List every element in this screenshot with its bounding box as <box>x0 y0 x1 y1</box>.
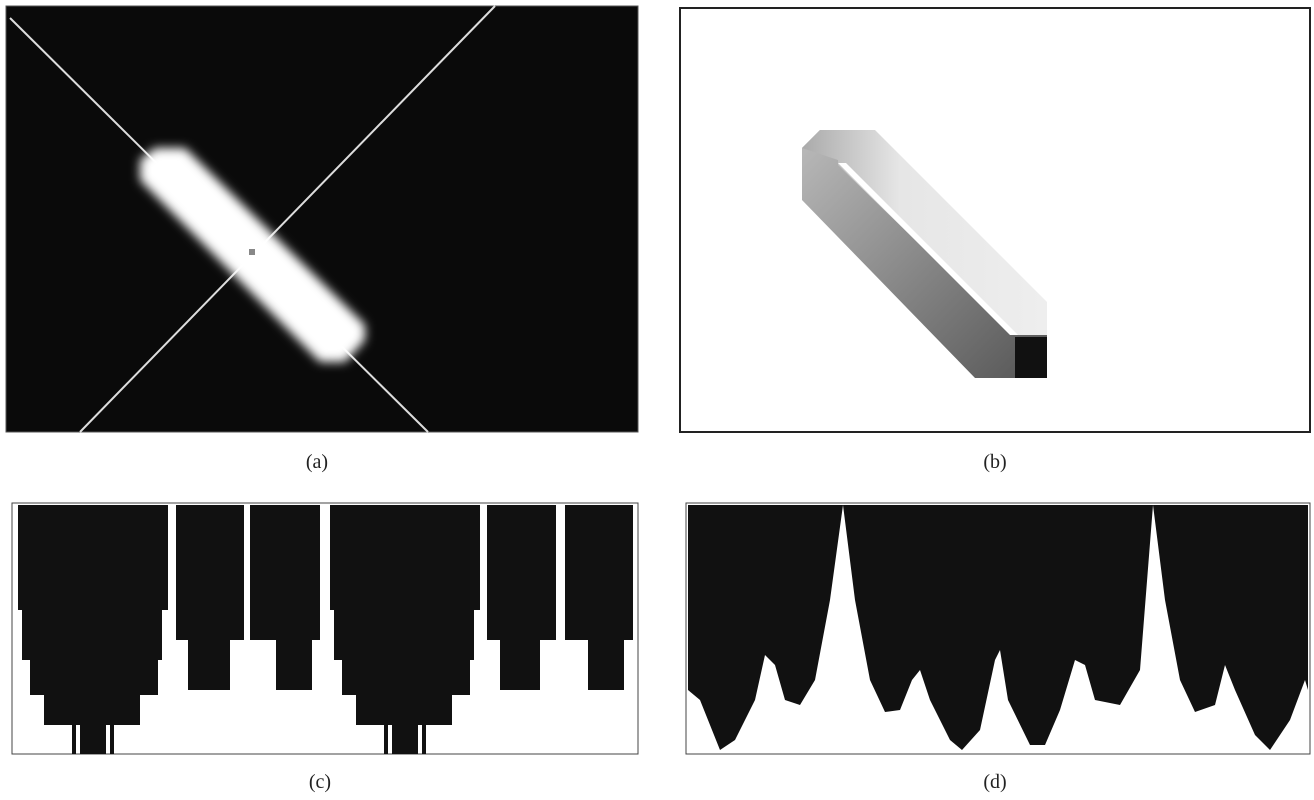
caption: (b) <box>983 451 1006 473</box>
caption: (a) <box>306 451 328 473</box>
caption: (d) <box>983 771 1006 793</box>
panel-a <box>6 6 638 432</box>
panel-c <box>12 503 638 754</box>
caption: (c) <box>309 771 331 793</box>
figure: (a) (b) (c) (d) <box>0 0 1314 795</box>
panel-d <box>686 503 1310 754</box>
panel-b <box>680 8 1310 432</box>
page: {"panels":[{"caption":"(a)"},{"caption":… <box>0 0 1314 795</box>
